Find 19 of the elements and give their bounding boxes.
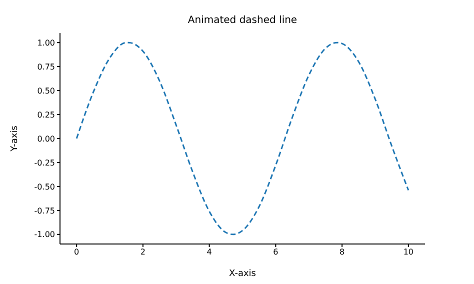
x-tick-label: 10 bbox=[403, 248, 414, 257]
y-axis-title: Y-axis bbox=[10, 125, 20, 152]
y-tick-label: 0.00 bbox=[37, 134, 55, 144]
y-tick-label: -0.50 bbox=[34, 182, 55, 192]
x-tick-label: 8 bbox=[340, 248, 345, 257]
y-tick-label: 0.50 bbox=[37, 86, 55, 96]
x-tick-label: 2 bbox=[140, 248, 146, 257]
y-tick-label: 0.25 bbox=[37, 110, 55, 120]
y-tick-label: 0.75 bbox=[37, 62, 55, 72]
x-tick-label: 4 bbox=[206, 248, 212, 257]
x-axis-title: X-axis bbox=[229, 269, 256, 279]
y-tick-label: 1.00 bbox=[37, 38, 55, 48]
y-tick-label: -0.75 bbox=[34, 206, 55, 216]
x-tick-label: 0 bbox=[74, 248, 80, 257]
x-tick-label: 6 bbox=[273, 248, 278, 257]
chart-title: Animated dashed line bbox=[186, 15, 298, 26]
y-tick-label: -0.25 bbox=[34, 158, 55, 168]
line-series bbox=[76, 42, 410, 236]
y-tick-label: -1.00 bbox=[34, 230, 55, 240]
